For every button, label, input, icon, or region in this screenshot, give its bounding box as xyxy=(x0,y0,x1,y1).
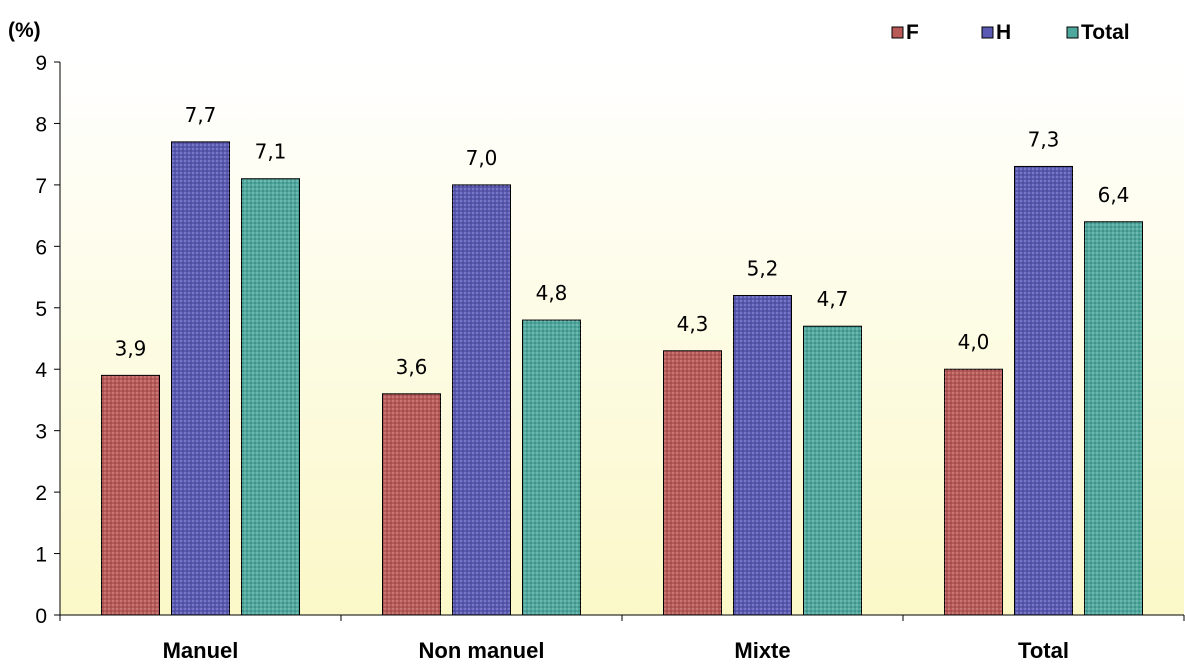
y-unit-label: (%) xyxy=(8,19,41,42)
bars: 3,9 3,6 4,3 4,0 7,7 7,0 5,2 7,3 7,1 4,8 4,7 6,4 xyxy=(101,103,1143,616)
data-label: 7,1 xyxy=(255,140,287,164)
legend-label-h: H xyxy=(996,21,1011,44)
legend-swatch-h xyxy=(981,26,994,39)
x-category-label: Manuel xyxy=(163,638,239,663)
data-label: 4,3 xyxy=(677,312,709,336)
bar-texture xyxy=(452,184,511,615)
data-label: 4,0 xyxy=(958,330,990,354)
y-tick-label: 3 xyxy=(35,421,47,444)
legend: F H Total xyxy=(891,21,1130,44)
data-label: 7,3 xyxy=(1028,127,1060,151)
data-label: 5,2 xyxy=(747,256,779,280)
bar-texture xyxy=(1014,166,1073,615)
y-tick-label: 6 xyxy=(35,236,47,259)
y-tick-label: 8 xyxy=(35,113,47,136)
x-category-label: Total xyxy=(1018,638,1069,663)
data-label: 7,0 xyxy=(466,146,498,170)
bar-texture xyxy=(663,350,722,615)
data-label: 6,4 xyxy=(1098,183,1130,207)
y-tick-label: 7 xyxy=(35,175,47,198)
data-label: 7,7 xyxy=(185,103,217,127)
y-axis: 0 1 2 3 4 5 6 7 8 9 xyxy=(35,52,61,628)
bar-texture xyxy=(944,369,1003,615)
bar-texture xyxy=(522,320,581,615)
bar-texture xyxy=(803,326,862,615)
y-tick-label: 1 xyxy=(35,544,47,567)
bar-texture xyxy=(171,141,230,615)
y-tick-label: 9 xyxy=(35,52,47,75)
legend-swatch-total xyxy=(1066,26,1079,39)
data-label: 4,8 xyxy=(536,281,568,305)
data-label: 3,9 xyxy=(115,336,147,360)
bar-texture xyxy=(382,393,441,615)
bar-texture xyxy=(101,375,160,615)
x-category-label: Non manuel xyxy=(419,638,545,663)
y-tick-label: 0 xyxy=(35,605,47,628)
bar-texture xyxy=(733,295,792,615)
data-label: 4,7 xyxy=(817,287,849,311)
bar-texture xyxy=(1084,221,1143,615)
y-tick-label: 4 xyxy=(35,359,47,382)
x-category-label: Mixte xyxy=(734,638,790,663)
legend-swatch-f xyxy=(891,26,904,39)
x-axis: Manuel Non manuel Mixte Total xyxy=(59,614,1185,663)
data-label: 3,6 xyxy=(396,355,428,379)
legend-label-f: F xyxy=(906,21,919,44)
bar-texture xyxy=(241,178,300,615)
y-tick-label: 5 xyxy=(35,298,47,321)
legend-label-total: Total xyxy=(1081,21,1130,44)
y-tick-label: 2 xyxy=(35,482,47,505)
